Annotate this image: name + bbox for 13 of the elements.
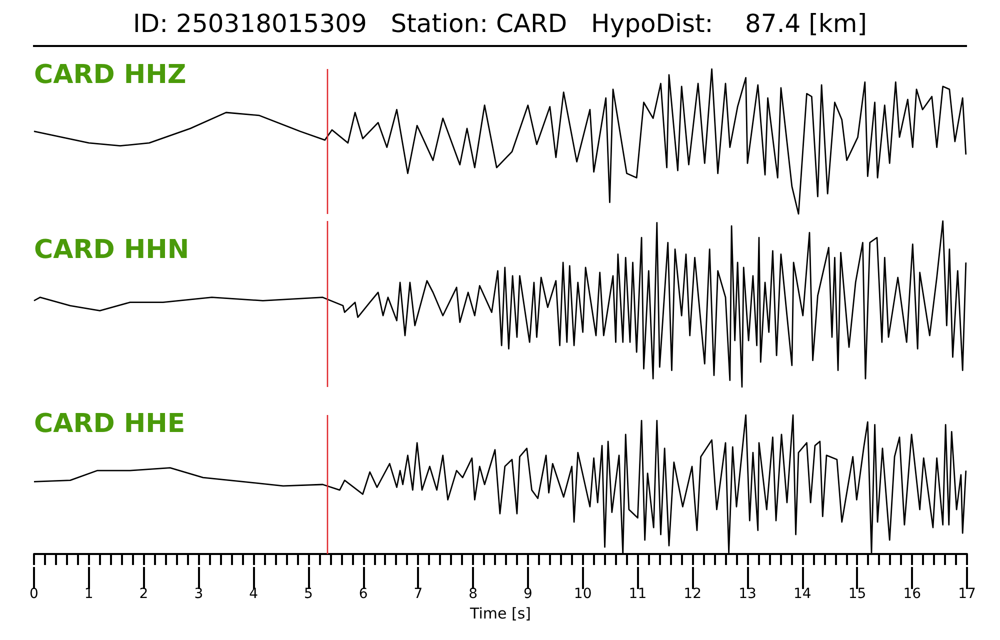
series-label: CARD HHN	[34, 235, 190, 265]
x-tick-label: 14	[793, 586, 812, 602]
x-tick-label: 10	[574, 586, 592, 602]
x-tick-label: 13	[738, 586, 756, 602]
series-label: CARD HHZ	[34, 60, 186, 90]
x-tick-label: 16	[903, 586, 922, 602]
chart-title: ID: 250318015309 Station: CARD HypoDist: 87.4 [km]	[133, 9, 867, 38]
x-tick-label: 17	[958, 586, 976, 602]
x-tick-label: 12	[684, 586, 702, 602]
x-tick-label: 11	[628, 586, 647, 602]
x-axis-title: Time [s]	[469, 604, 531, 622]
series-label: CARD HHE	[34, 409, 186, 439]
x-tick-label: 15	[848, 586, 866, 602]
